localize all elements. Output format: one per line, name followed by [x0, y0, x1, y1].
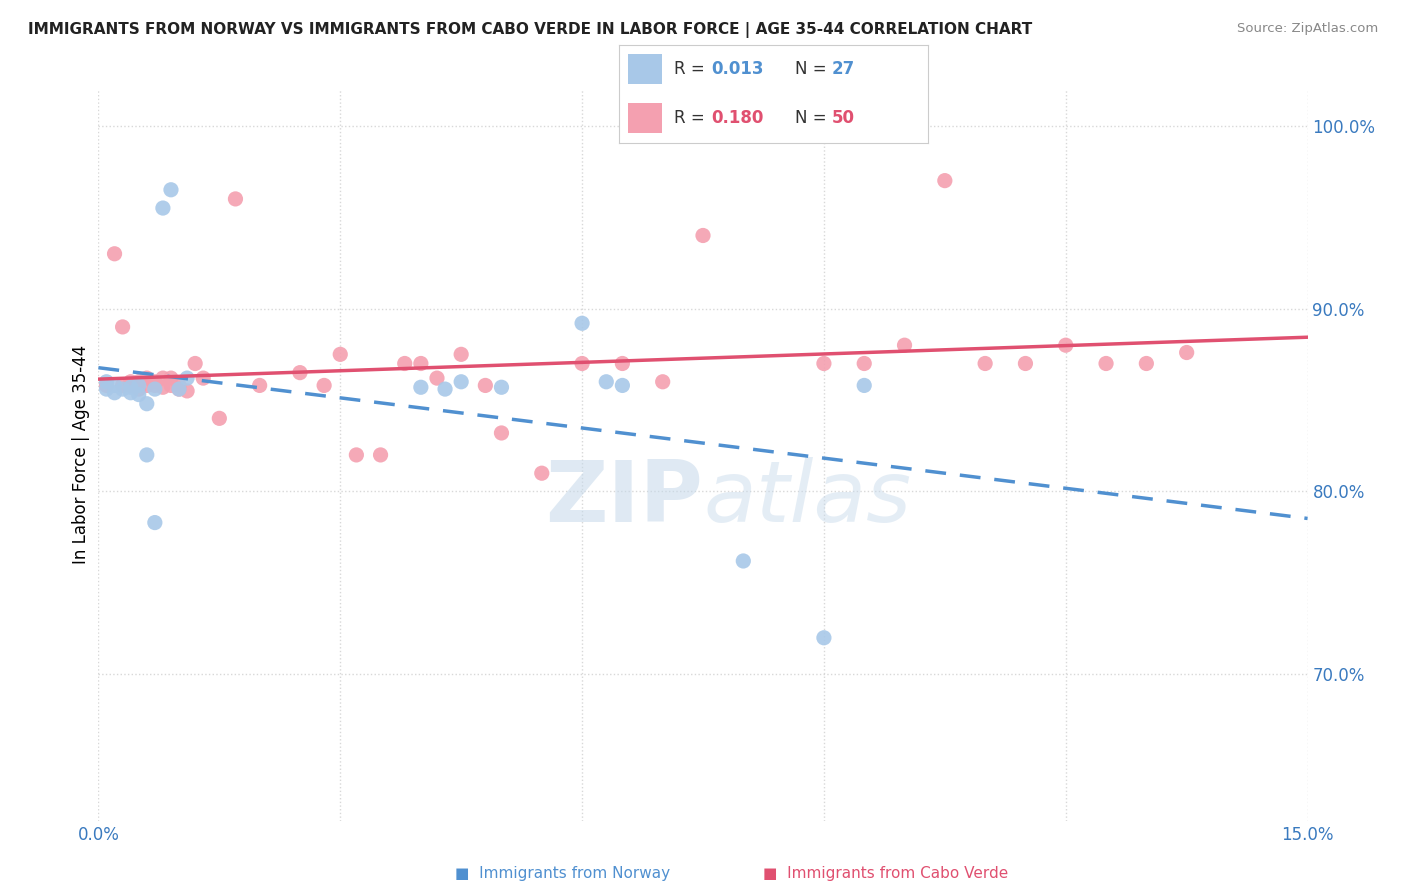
Point	[974, 357, 997, 371]
Text: R =: R =	[675, 109, 710, 128]
Point	[571, 357, 593, 371]
Point	[474, 378, 496, 392]
Point	[111, 382, 134, 396]
Text: R =: R =	[675, 60, 710, 78]
Point	[314, 378, 336, 392]
Point	[111, 378, 134, 392]
Point	[893, 338, 915, 352]
Text: ■  Immigrants from Norway: ■ Immigrants from Norway	[454, 866, 671, 881]
Point	[152, 380, 174, 394]
Point	[96, 378, 118, 392]
Point	[152, 201, 174, 215]
Point	[96, 382, 118, 396]
Point	[103, 385, 125, 400]
Text: 27: 27	[832, 60, 855, 78]
Point	[120, 378, 142, 392]
Point	[167, 382, 190, 396]
Point	[853, 357, 876, 371]
Point	[176, 384, 198, 398]
Text: 0.180: 0.180	[711, 109, 763, 128]
Text: N =: N =	[794, 109, 832, 128]
Text: Source: ZipAtlas.com: Source: ZipAtlas.com	[1237, 22, 1378, 36]
Point	[813, 357, 835, 371]
Point	[160, 378, 183, 392]
Point	[370, 448, 392, 462]
Point	[135, 371, 157, 385]
Point	[143, 378, 166, 392]
Text: 50: 50	[832, 109, 855, 128]
Point	[128, 375, 150, 389]
Point	[344, 448, 367, 462]
Point	[193, 371, 215, 385]
Point	[224, 192, 246, 206]
Point	[491, 425, 513, 440]
Point	[394, 357, 416, 371]
Text: IMMIGRANTS FROM NORWAY VS IMMIGRANTS FROM CABO VERDE IN LABOR FORCE | AGE 35-44 : IMMIGRANTS FROM NORWAY VS IMMIGRANTS FRO…	[28, 22, 1032, 38]
Point	[530, 467, 553, 481]
Point	[184, 357, 207, 371]
Point	[160, 371, 183, 385]
FancyBboxPatch shape	[628, 103, 662, 133]
Point	[612, 357, 634, 371]
Point	[176, 371, 198, 385]
Point	[1095, 357, 1118, 371]
Point	[128, 378, 150, 392]
Point	[143, 382, 166, 396]
Point	[135, 448, 157, 462]
Point	[120, 385, 142, 400]
Point	[1054, 338, 1077, 352]
Point	[167, 382, 190, 396]
Point	[96, 375, 118, 389]
Point	[120, 380, 142, 394]
Point	[103, 247, 125, 261]
Point	[450, 347, 472, 361]
Point	[288, 366, 311, 380]
Point	[692, 228, 714, 243]
Point	[853, 378, 876, 392]
Point	[120, 375, 142, 389]
Y-axis label: In Labor Force | Age 35-44: In Labor Force | Age 35-44	[72, 345, 90, 565]
Point	[143, 516, 166, 530]
Point	[135, 397, 157, 411]
Point	[111, 320, 134, 334]
Point	[160, 183, 183, 197]
Point	[934, 174, 956, 188]
Point	[152, 371, 174, 385]
Point	[595, 375, 617, 389]
Point	[612, 378, 634, 392]
Text: ZIP: ZIP	[546, 458, 703, 541]
Text: atlas: atlas	[703, 458, 911, 541]
Point	[208, 411, 231, 425]
Point	[128, 382, 150, 396]
Point	[426, 371, 449, 385]
Point	[733, 554, 755, 568]
Point	[1014, 357, 1036, 371]
Point	[1135, 357, 1157, 371]
Point	[491, 380, 513, 394]
Point	[143, 375, 166, 389]
Text: 0.013: 0.013	[711, 60, 763, 78]
Point	[409, 357, 432, 371]
Point	[135, 378, 157, 392]
Text: ■  Immigrants from Cabo Verde: ■ Immigrants from Cabo Verde	[763, 866, 1008, 881]
Point	[434, 382, 457, 396]
FancyBboxPatch shape	[628, 54, 662, 84]
Point	[128, 387, 150, 401]
Point	[329, 347, 352, 361]
Point	[450, 375, 472, 389]
Point	[409, 380, 432, 394]
Point	[651, 375, 673, 389]
Point	[1175, 345, 1198, 359]
Point	[813, 631, 835, 645]
Point	[167, 378, 190, 392]
Point	[249, 378, 271, 392]
Text: N =: N =	[794, 60, 832, 78]
Point	[103, 378, 125, 392]
Point	[571, 316, 593, 330]
